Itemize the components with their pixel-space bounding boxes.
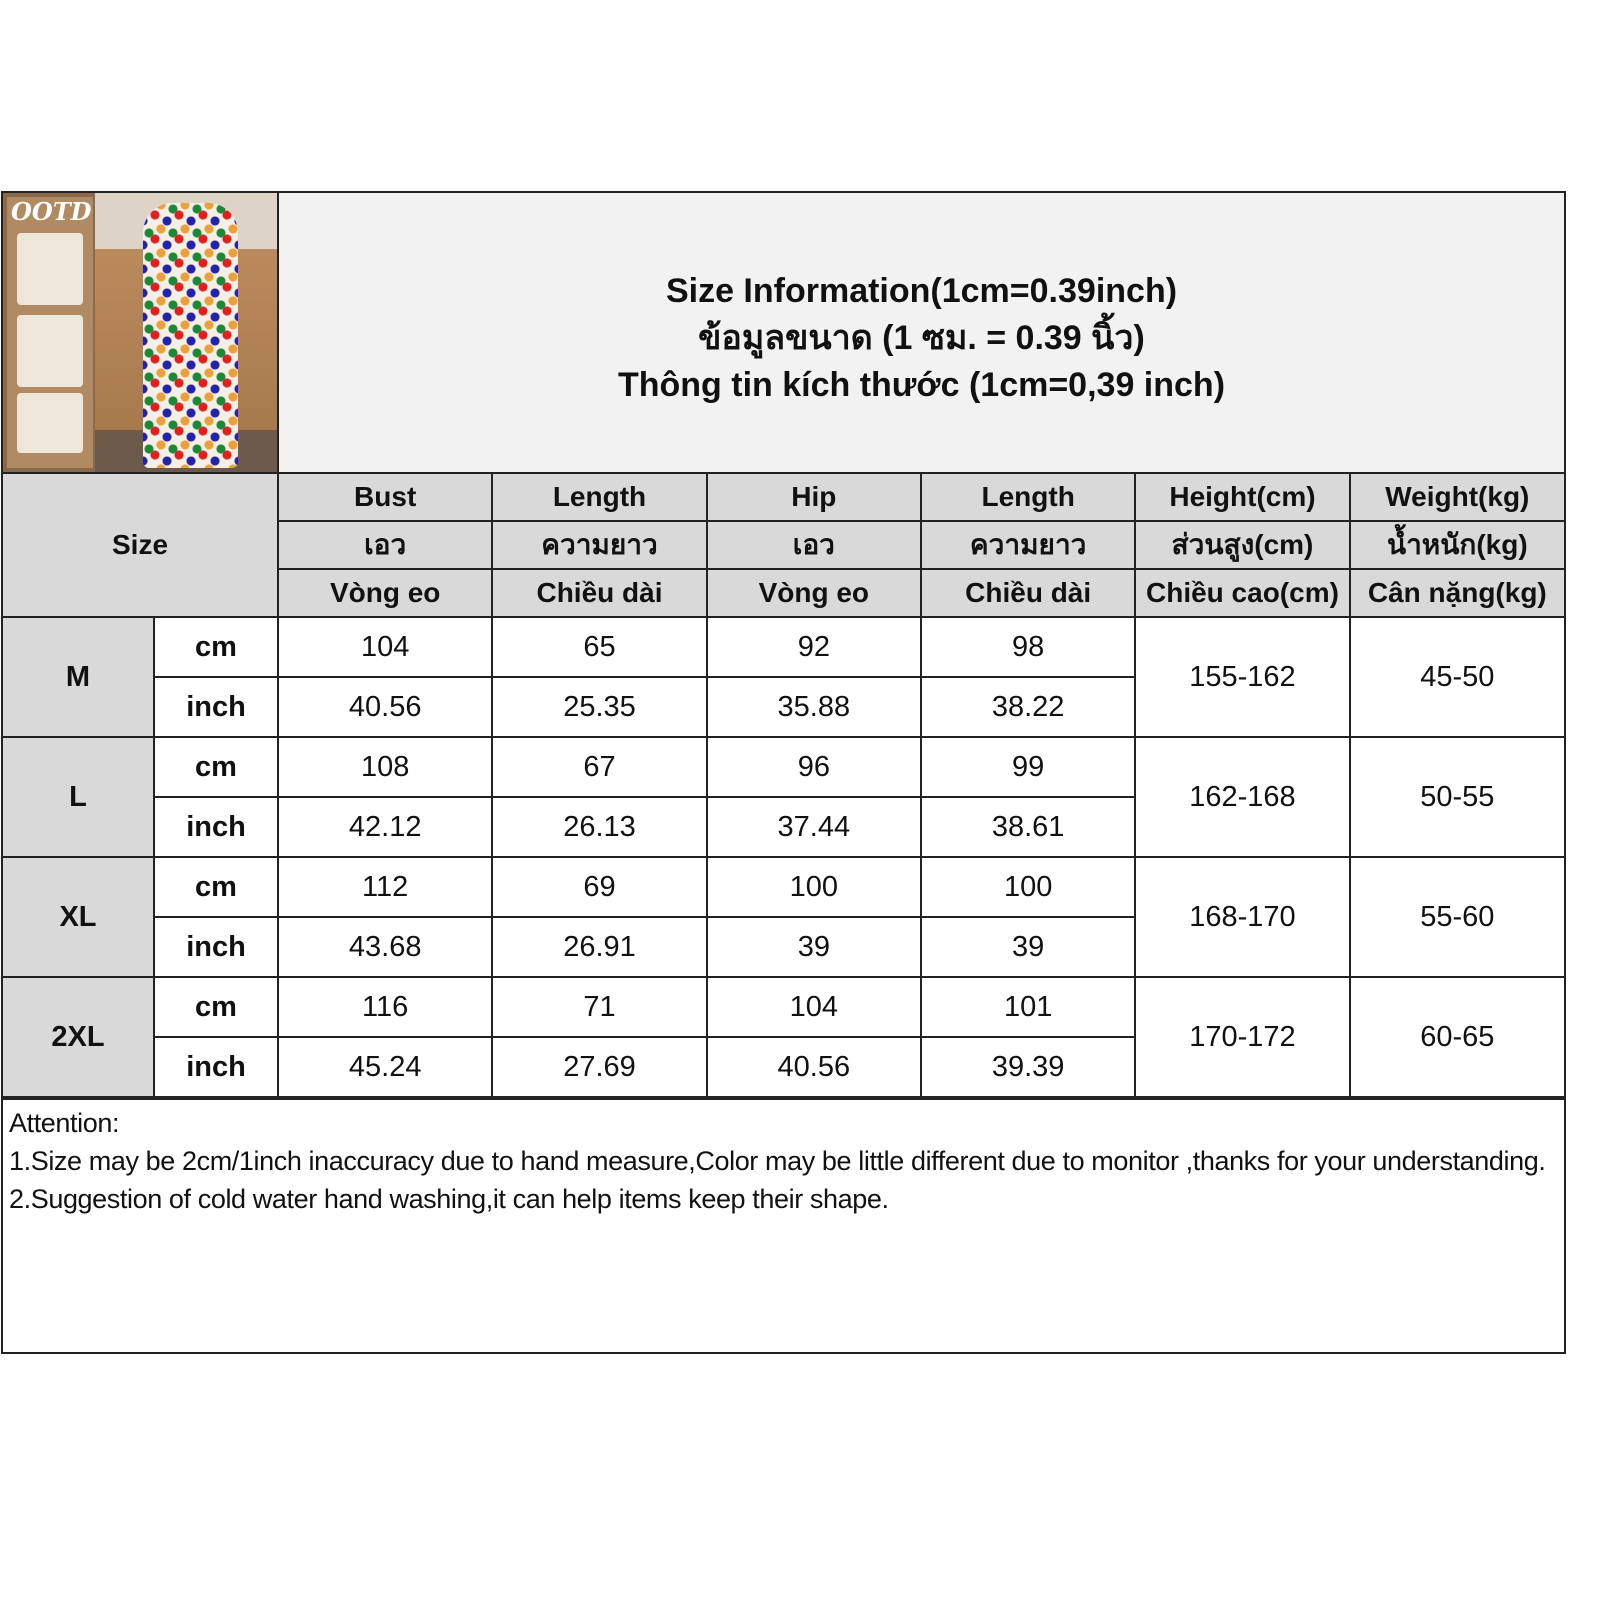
measurement-cell: 92 [705, 616, 922, 678]
measurement-cell: 65 [491, 616, 708, 678]
header-row-th: เอว ความยาว เอว ความยาว ส่วนสูง(cm) น้ำหนัก(k… [3, 520, 1564, 570]
unit-label: inch [154, 676, 279, 738]
column-header: Vòng eo [278, 568, 494, 618]
measurement-cell: 38.61 [919, 796, 1136, 858]
measurement-cell: 27.69 [491, 1036, 708, 1098]
unit-label: inch [154, 1036, 279, 1098]
measurement-cell: 116 [276, 976, 494, 1038]
unit-label: cm [153, 736, 279, 798]
size-label: 2XL [3, 976, 155, 1098]
size-chart: OOTD Size Information(1cm=0.39inch) ข้อม… [1, 191, 1566, 1354]
height-cell: 168-170 [1134, 856, 1351, 978]
measurement-cell: 39 [705, 916, 922, 978]
column-header: Chiều dài [491, 568, 708, 618]
measurement-cell: 26.91 [491, 916, 708, 978]
title-th: ข้อมูลขนาด (1 ซม. = 0.39 นิ้ว) [698, 319, 1145, 357]
column-header: Chiều dài [919, 568, 1137, 618]
product-photo: OOTD [3, 193, 279, 472]
size-label: M [3, 616, 155, 738]
note-line: 2.Suggestion of cold water hand washing,… [9, 1184, 889, 1214]
measurement-cell: 69 [491, 856, 708, 918]
unit-label: inch [154, 796, 279, 858]
measurement-cell: 67 [491, 736, 708, 798]
attention-notes: Attention: 1.Size may be 2cm/1inch inacc… [3, 1098, 1564, 1352]
table-row: inch 43.68 26.91 39 39 [3, 916, 1564, 978]
header-row-en: Size Bust Length Hip Length Height(cm) Weight(… [3, 474, 1564, 618]
size-label: XL [3, 856, 155, 978]
measurement-cell: 101 [919, 976, 1137, 1038]
column-header: ความยาว [919, 520, 1137, 570]
measurement-cell: 26.13 [491, 796, 708, 858]
measurement-cell: 25.35 [491, 676, 708, 738]
weight-cell: 60-65 [1348, 976, 1564, 1098]
table-row: inch 45.24 27.69 40.56 39.39 [3, 1036, 1564, 1098]
height-cell: 162-168 [1134, 736, 1351, 858]
table-row: XL cm 112 69 100 100 168-170 55-60 [3, 856, 1564, 978]
column-header: Cân nặng(kg) [1348, 568, 1564, 618]
measurement-cell: 100 [705, 856, 922, 918]
size-info-title: Size Information(1cm=0.39inch) ข้อมูลขนา… [279, 193, 1564, 472]
size-table: Size Bust Length Hip Length Height(cm) Weight(… [3, 474, 1564, 1098]
measurement-cell: 71 [491, 976, 708, 1038]
column-header: Chiều cao(cm) [1134, 568, 1351, 618]
weight-cell: 45-50 [1348, 616, 1564, 738]
unit-label: inch [154, 916, 279, 978]
table-row: inch 42.12 26.13 37.44 38.61 [3, 796, 1564, 858]
measurement-cell: 39 [919, 916, 1136, 978]
measurement-cell: 98 [919, 616, 1137, 678]
weight-cell: 50-55 [1348, 736, 1564, 858]
measurement-cell: 112 [276, 856, 494, 918]
measurement-cell: 96 [705, 736, 922, 798]
title-vi: Thông tin kích thước (1cm=0,39 inch) [617, 366, 1226, 404]
column-header: น้ำหนัก(kg) [1348, 520, 1564, 570]
size-header: Size [3, 474, 279, 618]
measurement-cell: 39.39 [919, 1036, 1136, 1098]
unit-label: cm [153, 856, 279, 918]
height-cell: 155-162 [1134, 616, 1351, 738]
unit-label: cm [153, 616, 279, 678]
measurement-cell: 108 [276, 736, 494, 798]
column-header: Length [919, 474, 1137, 522]
measurement-cell: 35.88 [705, 676, 922, 738]
measurement-cell: 104 [276, 616, 494, 678]
note-line: 1.Size may be 2cm/1inch inaccuracy due t… [9, 1146, 1546, 1176]
column-header: ความยาว [491, 520, 708, 570]
column-header: Length [491, 474, 708, 522]
table-row: 2XL cm 116 71 104 101 170-172 60-65 [3, 976, 1564, 1098]
height-cell: 170-172 [1134, 976, 1351, 1098]
measurement-cell: 40.56 [705, 1036, 922, 1098]
title-en: Size Information(1cm=0.39inch) [665, 272, 1178, 310]
column-header: Height(cm) [1134, 474, 1351, 522]
column-header: เอว [278, 520, 494, 570]
column-header: Hip [705, 474, 922, 522]
column-header: Bust [276, 474, 494, 522]
unit-label: cm [153, 976, 279, 1038]
column-header: เอว [705, 520, 922, 570]
measurement-cell: 43.68 [276, 916, 494, 978]
measurement-cell: 45.24 [276, 1036, 494, 1098]
measurement-cell: 99 [919, 736, 1137, 798]
measurement-cell: 38.22 [919, 676, 1136, 738]
weight-cell: 55-60 [1348, 856, 1564, 978]
measurement-cell: 42.12 [276, 796, 494, 858]
column-header: ส่วนสูง(cm) [1134, 520, 1351, 570]
table-row: inch 40.56 25.35 35.88 38.22 [3, 676, 1564, 738]
ootd-logo: OOTD [11, 197, 92, 226]
column-header: Weight(kg) [1348, 474, 1564, 522]
size-label: L [3, 736, 155, 858]
measurement-cell: 40.56 [276, 676, 494, 738]
measurement-cell: 37.44 [705, 796, 922, 858]
measurement-cell: 104 [705, 976, 922, 1038]
column-header: Vòng eo [705, 568, 922, 618]
notes-heading: Attention: [9, 1108, 120, 1138]
header-row-vi: Vòng eo Chiều dài Vòng eo Chiều dài Chiều ca… [3, 568, 1564, 618]
measurement-cell: 100 [919, 856, 1137, 918]
